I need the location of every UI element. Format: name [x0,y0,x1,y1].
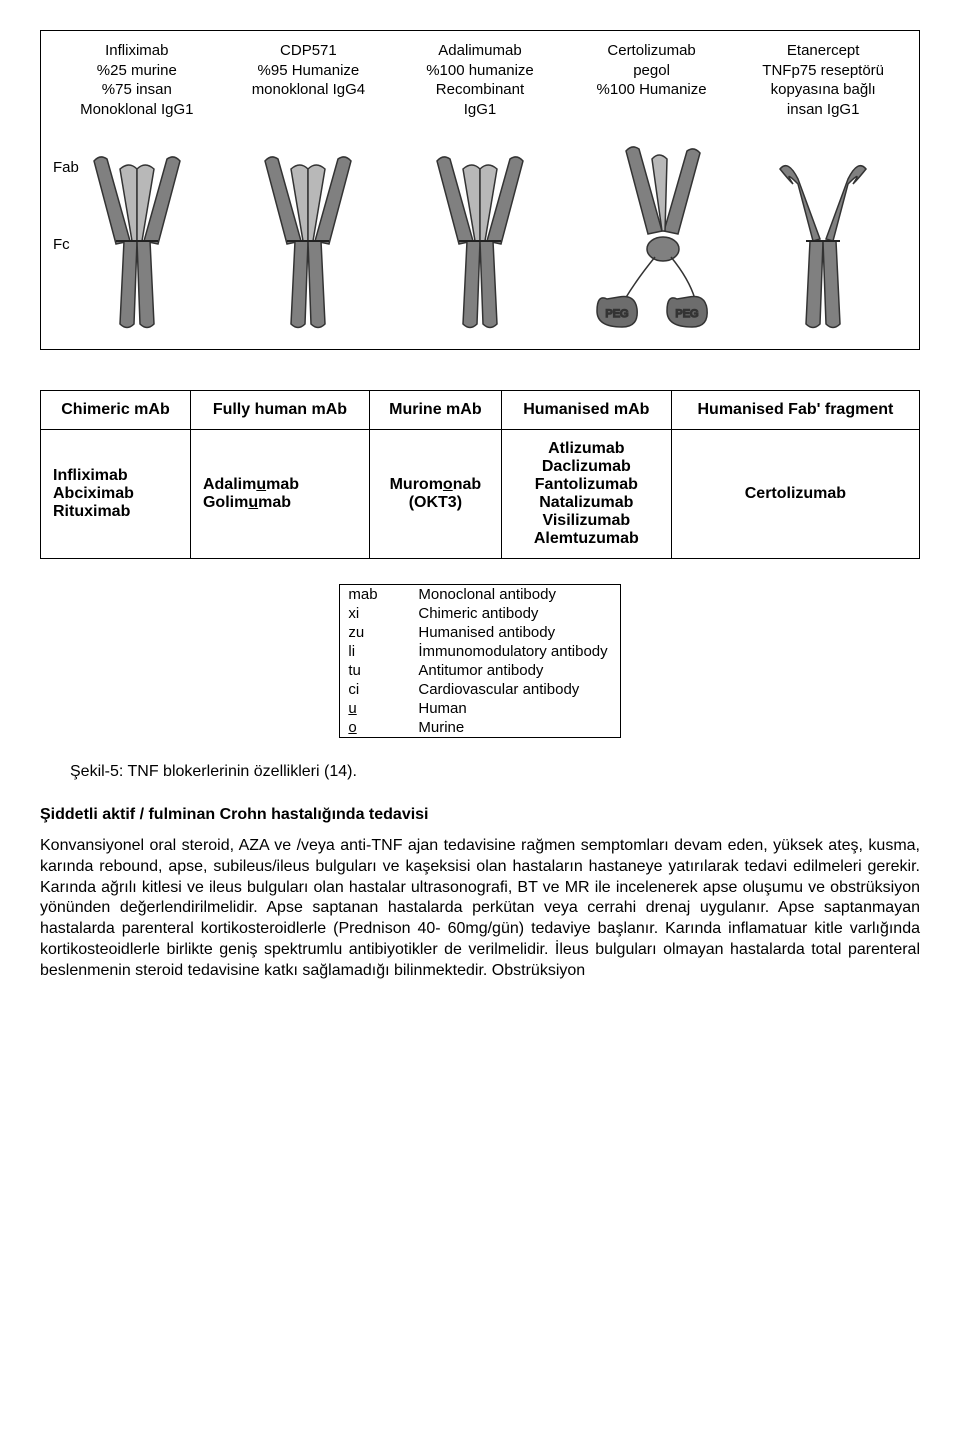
ab-name: Etanercept [737,41,909,61]
def-key: ci [340,680,411,699]
drug-name: (OKT3) [382,494,489,512]
def-row: uHuman [340,699,620,718]
drug-name: Atlizumab [514,440,659,458]
def-val: Cardiovascular antibody [410,680,620,699]
ab-line: insan IgG1 [737,100,909,120]
ab-name: Infliximab [51,41,223,61]
def-val: İmmunomodulatory antibody [410,642,620,661]
ab-line: monoklonal IgG4 [223,80,395,100]
antibody-shape-infliximab [51,149,223,339]
ab-line: %100 Humanize [566,80,738,100]
ab-line: kopyasına bağlı [737,80,909,100]
cell-fullyhuman: Adalimumab Golimumab [190,430,369,559]
drug-name: Rituximab [53,503,178,521]
antibody-shape-etanercept [737,149,909,339]
def-row: tuAntitumor antibody [340,661,620,680]
ab-line: %100 humanize [394,61,566,81]
ab-col-4: Etanercept TNFp75 reseptörü kopyasına ba… [737,41,909,119]
table-header-row: Chimeric mAb Fully human mAb Murine mAb … [41,391,920,430]
body-paragraph: Konvansiyonel oral steroid, AZA ve /veya… [40,836,920,982]
def-key: xi [340,604,411,623]
figure-caption: Şekil-5: TNF blokerlerinin özellikleri (… [70,763,920,781]
cell-fabfragment: Certolizumab [671,430,919,559]
definitions-wrap: mabMonoclonal antibody xiChimeric antibo… [40,584,920,738]
definitions-table: mabMonoclonal antibody xiChimeric antibo… [339,584,620,738]
def-row: zuHumanised antibody [340,623,620,642]
def-val: Monoclonal antibody [410,585,620,605]
ab-col-1: CDP571 %95 Humanize monoklonal IgG4 [223,41,395,119]
def-row: ciCardiovascular antibody [340,680,620,699]
peg-label-1: PEG [605,308,628,320]
ab-line: Monoklonal IgG1 [51,100,223,120]
def-val: Chimeric antibody [410,604,620,623]
ab-name: Certolizumab [566,41,738,61]
section-heading: Şiddetli aktif / fulminan Crohn hastalığ… [40,806,920,824]
def-val: Murine [410,718,620,738]
def-row: xiChimeric antibody [340,604,620,623]
antibody-shape-cdp571 [223,149,395,339]
def-val: Human [410,699,620,718]
drug-name: Daclizumab [514,458,659,476]
def-val: Humanised antibody [410,623,620,642]
ab-line: %95 Humanize [223,61,395,81]
antibody-shape-certolizumab: PEG PEG [566,139,738,339]
def-row: liİmmunomodulatory antibody [340,642,620,661]
ab-name: Adalimumab [394,41,566,61]
ab-line: pegol [566,61,738,81]
def-key: o [340,718,411,738]
def-val: Antitumor antibody [410,661,620,680]
def-row: mabMonoclonal antibody [340,585,620,605]
cell-murine: Muromonab (OKT3) [369,430,501,559]
drug-name: Adalimumab [203,476,357,494]
drug-name: Certolizumab [684,485,907,503]
def-key: u [340,699,411,718]
ab-line: %25 murine [51,61,223,81]
peg-label-2: PEG [675,308,698,320]
ab-line: %75 insan [51,80,223,100]
th-chimeric: Chimeric mAb [41,391,191,430]
ab-line: TNFp75 reseptörü [737,61,909,81]
drug-name: Abciximab [53,485,178,503]
ab-col-3: Certolizumab pegol %100 Humanize [566,41,738,119]
def-key: tu [340,661,411,680]
ab-line: Recombinant [394,80,566,100]
drug-name: Infliximab [53,467,178,485]
drug-name: Muromonab [382,476,489,494]
antibody-header-row: Infliximab %25 murine %75 insan Monoklon… [51,41,909,119]
ab-col-2: Adalimumab %100 humanize Recombinant IgG… [394,41,566,119]
drug-name: Natalizumab [514,494,659,512]
def-key: zu [340,623,411,642]
th-humanised: Humanised mAb [501,391,671,430]
def-key: li [340,642,411,661]
th-murine: Murine mAb [369,391,501,430]
table-body-row: Infliximab Abciximab Rituximab Adalimuma… [41,430,920,559]
drug-name: Visilizumab [514,512,659,530]
antibody-image-row: Fab Fc [51,129,909,339]
th-fullyhuman: Fully human mAb [190,391,369,430]
ab-name: CDP571 [223,41,395,61]
ab-col-0: Infliximab %25 murine %75 insan Monoklon… [51,41,223,119]
cell-humanised: Atlizumab Daclizumab Fantolizumab Natali… [501,430,671,559]
drug-name: Alemtuzumab [514,530,659,548]
def-key: mab [340,585,411,605]
antibody-shape-adalimumab [394,149,566,339]
ab-line: IgG1 [394,100,566,120]
cell-chimeric: Infliximab Abciximab Rituximab [41,430,191,559]
antibody-figure-box: Infliximab %25 murine %75 insan Monoklon… [40,30,920,350]
th-fabfragment: Humanised Fab' fragment [671,391,919,430]
def-row: oMurine [340,718,620,738]
mab-classification-table: Chimeric mAb Fully human mAb Murine mAb … [40,390,920,559]
drug-name: Fantolizumab [514,476,659,494]
drug-name: Golimumab [203,494,357,512]
